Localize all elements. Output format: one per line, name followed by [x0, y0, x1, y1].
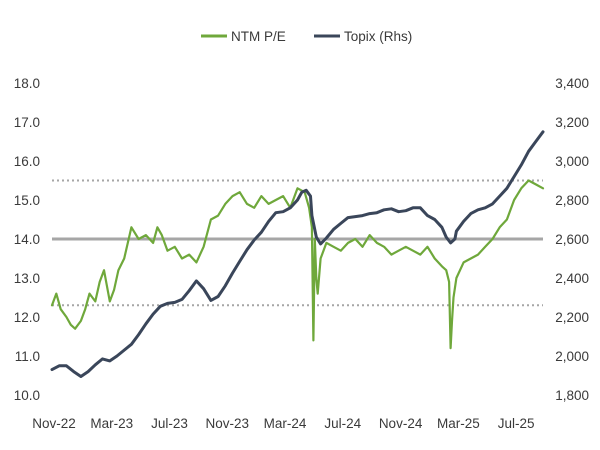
x-axis: Nov-22 Mar-23 Jul-23 Nov-23 Mar-24 Jul-24 Nov-…	[32, 416, 534, 431]
right-axis-tick-label: 2,200	[555, 310, 589, 325]
x-axis-tick-label: Jul-25	[498, 416, 535, 431]
left-axis-tick-label: 11.0	[15, 349, 40, 364]
right-axis-tick-label: 2,000	[555, 349, 589, 364]
x-axis-tick-label: Nov-22	[32, 416, 76, 431]
right-axis-tick-label: 3,400	[555, 76, 589, 91]
legend: NTM P/E Topix (Rhs)	[201, 29, 412, 44]
right-axis-tick-label: 3,200	[555, 115, 589, 130]
series-layer	[50, 130, 545, 378]
left-axis-tick-label: 10.0	[14, 388, 40, 403]
right-axis-tick-label: 3,000	[555, 154, 589, 169]
x-axis-tick-label: Mar-25	[437, 416, 480, 431]
x-axis-tick-label: Mar-23	[90, 416, 133, 431]
left-axis-tick-label: 12.0	[14, 310, 40, 325]
right-axis-tick-label: 2,800	[555, 193, 589, 208]
left-axis-tick-label: 14.0	[14, 232, 40, 247]
left-axis-tick-label: 13.0	[14, 271, 40, 286]
x-axis-tick-label: Nov-23	[206, 416, 250, 431]
x-axis-tick-label: Jul-24	[324, 416, 361, 431]
right-axis: 1,800 2,000 2,200 2,400 2,600 2,800 3,000 3,200…	[555, 76, 589, 403]
x-axis-tick-label: Nov-24	[379, 416, 423, 431]
legend-label-ntm-pe: NTM P/E	[231, 29, 286, 44]
right-axis-tick-label: 1,800	[555, 388, 589, 403]
left-axis-tick-label: 17.0	[14, 115, 40, 130]
left-axis-tick-label: 16.0	[14, 154, 40, 169]
x-axis-tick-label: Jul-23	[151, 416, 188, 431]
reference-lines	[52, 179, 543, 307]
series-line-ntm-p-e	[50, 179, 545, 350]
series-line-topix-rhs	[50, 130, 545, 378]
legend-label-topix: Topix (Rhs)	[344, 29, 412, 44]
left-axis-tick-label: 18.0	[14, 76, 40, 91]
x-axis-tick-label: Mar-24	[264, 416, 307, 431]
left-axis-tick-label: 15.0	[14, 193, 40, 208]
left-axis: 10.0 11.0 12.0 13.0 14.0 15.0 16.0 17.0 18.0	[14, 76, 40, 403]
right-axis-tick-label: 2,600	[555, 232, 589, 247]
right-axis-tick-label: 2,400	[555, 271, 589, 286]
